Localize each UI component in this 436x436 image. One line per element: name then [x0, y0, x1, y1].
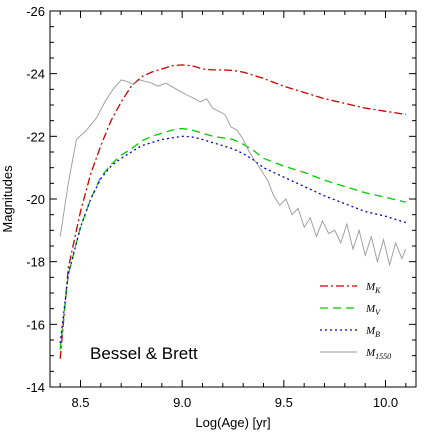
legend-name: M: [365, 347, 376, 359]
annotation-text: Bessel & Brett: [90, 344, 198, 363]
x-tick-label: 9.5: [275, 395, 293, 410]
y-tick-label: -20: [26, 192, 45, 207]
legend-subscript: B: [375, 330, 380, 339]
series-line-v: [59, 127, 406, 350]
y-tick-label: -26: [26, 4, 45, 19]
y-tick-label: -18: [26, 255, 45, 270]
legend-subscript: V: [375, 308, 381, 317]
y-axis-label: Magnitudes: [0, 165, 15, 233]
legend-label-1550: M1550: [365, 347, 391, 361]
series-line-k: [59, 64, 406, 359]
legend-subscript: 1550: [375, 352, 391, 361]
x-axis-label: Log(Age) [yr]: [195, 415, 270, 430]
x-tick-label: 9.0: [173, 395, 191, 410]
legend-label-v: MV: [365, 303, 381, 317]
legend-name: M: [365, 281, 376, 293]
x-tick-label: 8.5: [71, 395, 89, 410]
axis-ticks: 8.5 9.0 9.5 10.0 -26 -24 -22 -20 -18 -16 -14: [26, 4, 416, 410]
legend-name: M: [365, 325, 376, 337]
series-line-1550: [59, 79, 407, 267]
y-tick-label: -16: [26, 317, 45, 332]
legend-label-k: MK: [365, 281, 381, 295]
series-lines: [59, 64, 407, 359]
y-tick-label: -14: [26, 380, 45, 395]
legend-name: M: [365, 303, 376, 315]
y-tick-label: -22: [26, 129, 45, 144]
x-tick-label: 10.0: [373, 395, 398, 410]
series-line-b: [59, 135, 406, 344]
plot-frame: [49, 10, 417, 388]
legend-subscript: K: [374, 286, 381, 295]
legend-label-b: MB: [365, 325, 380, 339]
y-tick-label: -24: [26, 67, 45, 82]
